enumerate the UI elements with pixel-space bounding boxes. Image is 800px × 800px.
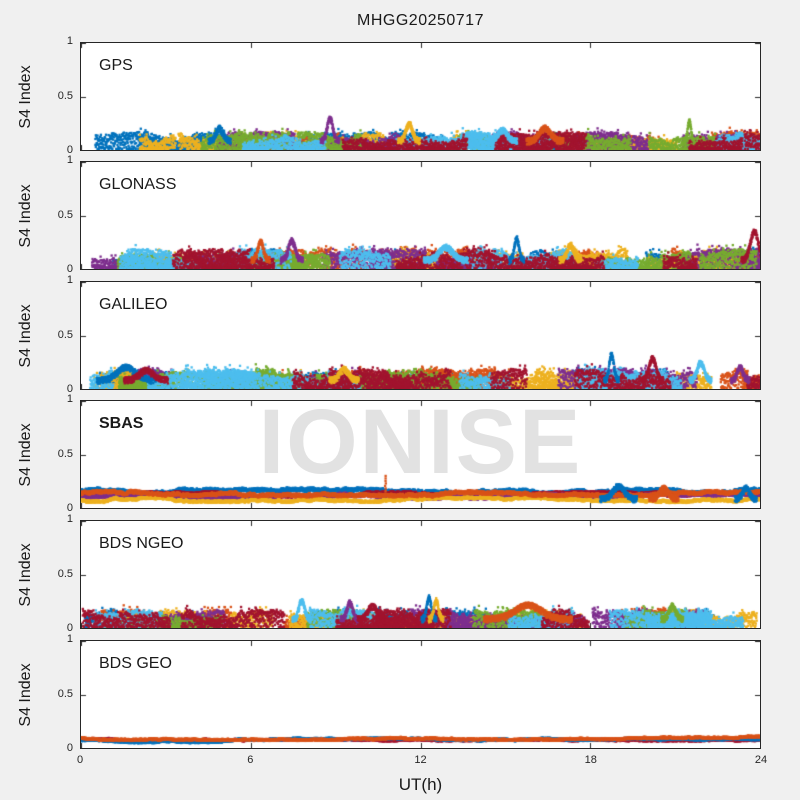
y-axis-title: S4 Index <box>17 662 34 727</box>
panel-label-sbas: SBAS <box>99 415 144 432</box>
x-tick-label: 0 <box>76 754 84 766</box>
panel-glonass: GLONASS <box>80 161 761 270</box>
panel-bds-geo: BDS GEO <box>80 640 761 749</box>
scatter-canvas-sbas <box>81 401 760 508</box>
scatter-canvas-glonass <box>81 162 760 269</box>
y-tick-label: 0 <box>66 383 73 395</box>
y-tick-label: 0.5 <box>57 687 73 700</box>
figure-title: MHGG20250717 <box>357 12 484 29</box>
x-tick-label: 24 <box>754 754 768 766</box>
y-axis-title: S4 Index <box>17 64 34 129</box>
y-tick-label: 1 <box>66 513 73 525</box>
y-tick-label: 1 <box>66 393 73 405</box>
x-tick-label: 6 <box>247 754 254 766</box>
y-tick-label: 0.5 <box>57 567 73 580</box>
y-tick-label: 0 <box>66 144 73 156</box>
y-tick-label: 0 <box>66 622 73 634</box>
y-tick-label: 1 <box>66 633 73 645</box>
y-axis-title: S4 Index <box>17 422 34 487</box>
x-tick-label: 12 <box>414 754 427 766</box>
y-tick-label: 0.5 <box>57 328 73 341</box>
y-tick-label: 0 <box>66 502 73 514</box>
panel-label-galileo: GALILEO <box>99 296 168 313</box>
panel-galileo: GALILEO <box>80 281 761 390</box>
x-tick-label: 18 <box>584 754 597 766</box>
y-axis-title: S4 Index <box>17 303 34 368</box>
scatter-canvas-gps <box>81 43 760 150</box>
scatter-canvas-bds-geo <box>81 641 760 748</box>
panel-gps: GPS <box>80 42 761 151</box>
y-axis-title: S4 Index <box>17 542 34 607</box>
x-axis-label: UT(h) <box>398 775 443 794</box>
y-tick-label: 0 <box>66 263 73 275</box>
y-tick-label: 0.5 <box>57 89 73 102</box>
panel-sbas: IONISE SBAS <box>80 400 761 509</box>
y-tick-label: 0.5 <box>57 447 73 460</box>
y-tick-label: 1 <box>66 274 73 286</box>
y-tick-label: 1 <box>66 35 73 47</box>
scatter-canvas-bds-ngeo <box>81 521 760 628</box>
panel-label-bds-ngeo: BDS NGEO <box>99 535 184 552</box>
y-tick-label: 0 <box>66 742 73 754</box>
panel-label-bds-geo: BDS GEO <box>99 655 172 672</box>
scatter-canvas-galileo <box>81 282 760 389</box>
y-axis-title: S4 Index <box>17 183 34 248</box>
panel-label-glonass: GLONASS <box>99 176 177 193</box>
y-tick-label: 0.5 <box>57 208 73 221</box>
y-tick-label: 1 <box>66 154 73 166</box>
panel-label-gps: GPS <box>99 57 133 74</box>
panel-bds-ngeo: BDS NGEO <box>80 520 761 629</box>
